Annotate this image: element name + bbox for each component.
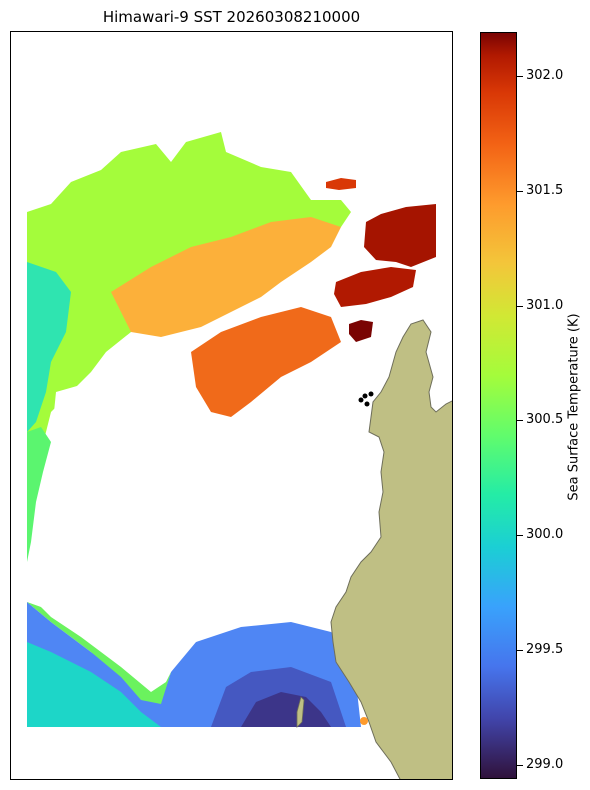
colorbar-tick-label: 302.0 <box>526 67 564 83</box>
sst-patch-warm-small <box>349 320 373 342</box>
sst-patch-warm-northeast <box>364 204 436 267</box>
colorbar-tick-label: 300.0 <box>526 527 564 543</box>
sst-patch-south-blue <box>211 667 346 727</box>
sst-data-layer <box>27 132 361 727</box>
colorbar-label: Sea Surface Temperature (K) <box>566 313 582 501</box>
station-marker <box>358 397 364 403</box>
sst-patch-south-cyan <box>27 642 161 727</box>
colorbar-tick <box>517 765 523 767</box>
coastal-warm-pixel <box>360 717 368 725</box>
colorbar-tick-label: 299.5 <box>526 642 564 658</box>
island <box>296 696 305 728</box>
colorbar-tick <box>517 420 523 422</box>
sst-patch-red-top <box>326 178 356 190</box>
colorbar-tick <box>517 305 523 307</box>
colorbar-tick-label: 300.5 <box>526 412 564 428</box>
station-marker <box>364 401 370 407</box>
sst-patch-west-band <box>27 427 51 562</box>
colorbar-tick <box>517 190 523 192</box>
land-mass <box>330 319 452 779</box>
sst-patch-orange-east <box>191 307 341 417</box>
station-marker <box>368 391 374 397</box>
sst-patch-north-cyan <box>27 262 71 432</box>
map-panel <box>10 31 453 780</box>
sst-patch-orange <box>111 217 341 337</box>
colorbar-tick-label: 301.5 <box>526 182 564 198</box>
colorbar-tick <box>517 75 523 77</box>
colorbar-tick-label: 299.0 <box>526 757 564 773</box>
sst-map <box>27 132 452 779</box>
station-marker <box>362 393 368 399</box>
map-title: Himawari-9 SST 20260308210000 <box>102 8 361 26</box>
sst-patch-warm-east <box>334 267 416 307</box>
cloud-mask <box>31 362 371 692</box>
colorbar-tick <box>517 535 523 537</box>
colorbar-tick <box>517 650 523 652</box>
colorbar <box>480 32 517 779</box>
colorbar-tick-label: 301.0 <box>526 297 564 313</box>
